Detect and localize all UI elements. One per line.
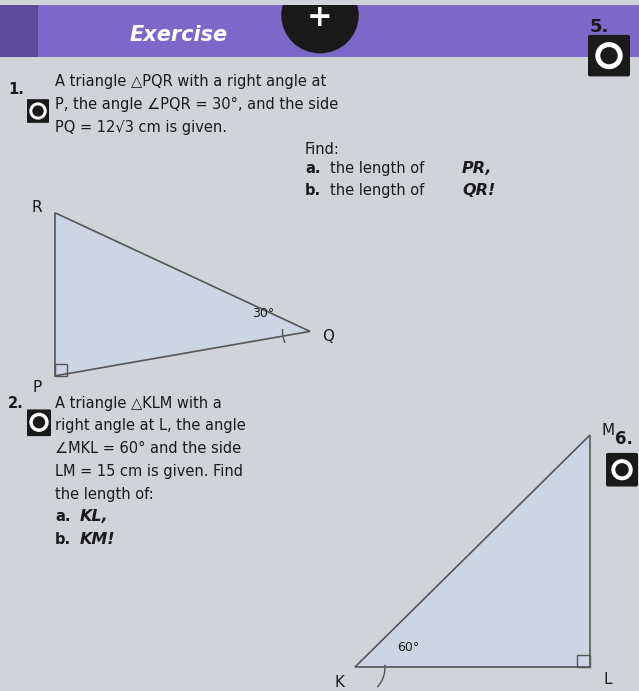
Bar [0, 6, 639, 57]
Text: +: + [307, 3, 333, 32]
Circle shape [596, 43, 622, 68]
Text: b.: b. [305, 183, 321, 198]
Text: the length of:: the length of: [55, 486, 154, 502]
Text: KL,: KL, [80, 509, 109, 524]
Text: 60°: 60° [397, 641, 419, 654]
Circle shape [601, 48, 617, 64]
Circle shape [30, 413, 48, 431]
Text: PQ = 12√3 cm is given.: PQ = 12√3 cm is given. [55, 120, 227, 135]
Polygon shape [55, 213, 310, 376]
Circle shape [33, 106, 43, 116]
Text: 30°: 30° [252, 307, 274, 320]
Text: b.: b. [55, 532, 71, 547]
Text: 6.: 6. [615, 430, 633, 448]
Text: P, the angle ∠PQR = 30°, and the side: P, the angle ∠PQR = 30°, and the side [55, 97, 338, 112]
Text: ∠MKL = 60° and the side: ∠MKL = 60° and the side [55, 441, 241, 456]
Polygon shape [355, 435, 590, 668]
FancyBboxPatch shape [27, 410, 51, 436]
Text: a.: a. [305, 162, 321, 176]
Text: Q: Q [322, 329, 334, 344]
Text: M: M [601, 423, 615, 437]
Text: 5.: 5. [590, 18, 610, 36]
Bar [0, 6, 38, 57]
Text: L: L [604, 672, 612, 687]
Circle shape [30, 103, 46, 119]
Circle shape [33, 417, 45, 428]
Text: Find:: Find: [305, 142, 340, 157]
Text: K: K [335, 674, 345, 690]
Circle shape [282, 0, 358, 53]
Text: R: R [32, 200, 42, 216]
Circle shape [616, 464, 628, 475]
Text: right angle at L, the angle: right angle at L, the angle [55, 418, 246, 433]
Text: 2.: 2. [8, 396, 24, 410]
Text: PR,: PR, [462, 162, 493, 176]
Text: 1.: 1. [8, 82, 24, 97]
FancyBboxPatch shape [606, 453, 638, 486]
FancyBboxPatch shape [588, 35, 630, 77]
Text: a.: a. [55, 509, 70, 524]
Text: KM!: KM! [80, 532, 116, 547]
Text: the length of: the length of [330, 162, 429, 176]
FancyBboxPatch shape [27, 99, 49, 123]
Text: Exercise: Exercise [130, 25, 228, 45]
Text: P: P [33, 380, 42, 395]
Text: the length of: the length of [330, 183, 429, 198]
Text: LM = 15 cm is given. Find: LM = 15 cm is given. Find [55, 464, 243, 479]
Text: A triangle △PQR with a right angle at: A triangle △PQR with a right angle at [55, 75, 327, 89]
Text: QR!: QR! [462, 183, 495, 198]
Circle shape [612, 460, 632, 480]
Text: A triangle △KLM with a: A triangle △KLM with a [55, 396, 222, 410]
